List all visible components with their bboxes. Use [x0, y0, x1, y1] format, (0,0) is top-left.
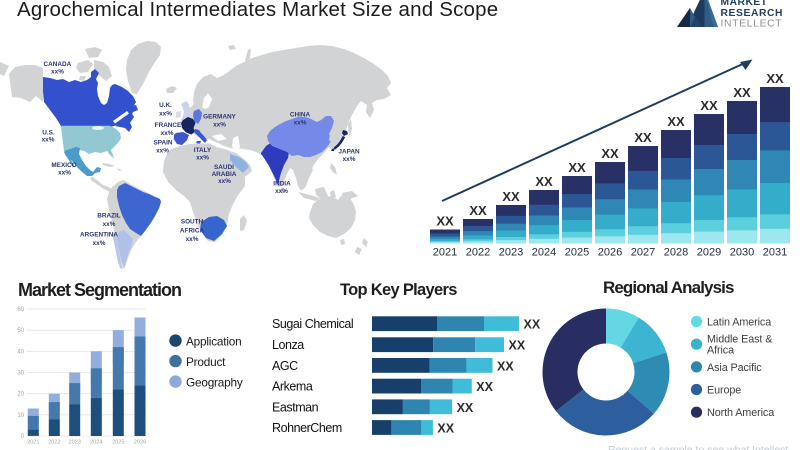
- svg-text:xx%: xx%: [218, 178, 231, 185]
- svg-text:2031: 2031: [763, 247, 787, 259]
- svg-text:XX: XX: [535, 174, 553, 189]
- svg-text:2028: 2028: [664, 247, 688, 259]
- svg-text:XX: XX: [469, 203, 487, 218]
- svg-text:2027: 2027: [631, 247, 655, 259]
- svg-text:30: 30: [17, 371, 24, 377]
- svg-text:XX: XX: [457, 401, 474, 415]
- svg-text:INTELLECT: INTELLECT: [721, 18, 783, 29]
- svg-text:xx%: xx%: [156, 148, 169, 155]
- svg-text:Asia Pacific: Asia Pacific: [707, 362, 762, 374]
- svg-text:xx%: xx%: [186, 236, 199, 243]
- svg-text:xx%: xx%: [93, 240, 106, 247]
- svg-text:U.K.: U.K.: [159, 102, 172, 109]
- svg-text:2024: 2024: [90, 440, 102, 446]
- svg-text:Product: Product: [186, 355, 226, 369]
- svg-text:XX: XX: [568, 160, 586, 175]
- svg-text:xx%: xx%: [51, 68, 64, 75]
- svg-text:xx%: xx%: [196, 155, 209, 162]
- svg-text:AGC: AGC: [272, 359, 298, 373]
- svg-text:xx%: xx%: [103, 221, 116, 228]
- svg-text:2022: 2022: [48, 440, 60, 446]
- svg-text:RohnerChem: RohnerChem: [272, 421, 342, 435]
- svg-text:2021: 2021: [27, 440, 39, 446]
- svg-text:MARKET: MARKET: [721, 0, 768, 8]
- svg-text:Latin America: Latin America: [707, 317, 771, 329]
- svg-text:INDIA: INDIA: [273, 181, 291, 188]
- svg-text:AFRICA: AFRICA: [180, 228, 205, 235]
- svg-text:Arkema: Arkema: [272, 380, 313, 394]
- svg-text:2030: 2030: [730, 247, 754, 259]
- svg-text:ARABIA: ARABIA: [212, 171, 237, 178]
- svg-text:2023: 2023: [68, 440, 80, 446]
- svg-text:XX: XX: [601, 146, 619, 161]
- svg-text:2023: 2023: [499, 247, 523, 259]
- svg-text:50: 50: [17, 328, 24, 334]
- svg-text:XX: XX: [502, 189, 520, 204]
- svg-text:xx%: xx%: [275, 188, 288, 195]
- svg-text:xx%: xx%: [42, 137, 55, 144]
- svg-text:2025: 2025: [565, 247, 589, 259]
- svg-text:XX: XX: [766, 71, 784, 86]
- svg-text:GERMANY: GERMANY: [203, 114, 236, 121]
- svg-text:Eastman: Eastman: [272, 400, 319, 414]
- svg-text:2025: 2025: [112, 440, 124, 446]
- svg-text:SOUTH: SOUTH: [181, 219, 204, 226]
- svg-text:Middle East &: Middle East &: [707, 334, 773, 346]
- svg-text:Sugai Chemical: Sugai Chemical: [272, 317, 353, 331]
- svg-text:xx%: xx%: [343, 156, 356, 163]
- svg-text:XX: XX: [436, 214, 454, 229]
- svg-text:XX: XX: [524, 318, 541, 332]
- svg-text:xx%: xx%: [294, 120, 307, 127]
- svg-text:BRAZIL: BRAZIL: [97, 213, 121, 220]
- svg-text:xx%: xx%: [161, 130, 174, 137]
- svg-text:XX: XX: [476, 380, 493, 394]
- svg-text:JAPAN: JAPAN: [338, 149, 360, 156]
- svg-text:xx%: xx%: [213, 122, 226, 129]
- svg-text:XX: XX: [437, 422, 454, 436]
- svg-text:CHINA: CHINA: [290, 112, 311, 119]
- svg-text:20: 20: [17, 392, 24, 398]
- svg-text:XX: XX: [700, 98, 718, 113]
- svg-text:xx%: xx%: [159, 111, 172, 118]
- svg-text:XX: XX: [497, 359, 514, 373]
- svg-text:SAUDI: SAUDI: [214, 164, 234, 171]
- svg-text:40: 40: [17, 349, 24, 355]
- svg-text:xx%: xx%: [58, 170, 71, 177]
- svg-text:ARGENTINA: ARGENTINA: [80, 232, 118, 239]
- svg-text:XX: XX: [634, 130, 652, 145]
- svg-text:CANADA: CANADA: [44, 61, 72, 68]
- svg-text:2026: 2026: [134, 440, 146, 446]
- svg-text:FRANCE: FRANCE: [155, 122, 182, 129]
- svg-text:MEXICO: MEXICO: [51, 162, 76, 169]
- svg-text:Geography: Geography: [186, 375, 243, 389]
- svg-text:2022: 2022: [466, 247, 490, 259]
- svg-text:60: 60: [17, 307, 24, 313]
- svg-text:North America: North America: [707, 407, 774, 419]
- svg-text:XX: XX: [733, 85, 751, 100]
- svg-text:ITALY: ITALY: [194, 147, 212, 154]
- svg-text:2029: 2029: [697, 247, 721, 259]
- svg-text:U.S.: U.S.: [42, 130, 55, 137]
- svg-text:2021: 2021: [433, 247, 457, 259]
- svg-text:XX: XX: [667, 114, 685, 129]
- svg-text:Africa: Africa: [707, 345, 734, 357]
- svg-text:Lonza: Lonza: [272, 338, 304, 352]
- svg-text:10: 10: [17, 413, 24, 419]
- svg-text:2026: 2026: [598, 247, 622, 259]
- svg-text:SPAIN: SPAIN: [153, 140, 172, 147]
- svg-text:2024: 2024: [532, 247, 556, 259]
- svg-text:Application: Application: [186, 334, 242, 348]
- svg-text:XX: XX: [509, 339, 526, 353]
- svg-text:0: 0: [21, 434, 25, 440]
- svg-text:RESEARCH: RESEARCH: [721, 8, 784, 19]
- svg-text:Europe: Europe: [707, 385, 741, 397]
